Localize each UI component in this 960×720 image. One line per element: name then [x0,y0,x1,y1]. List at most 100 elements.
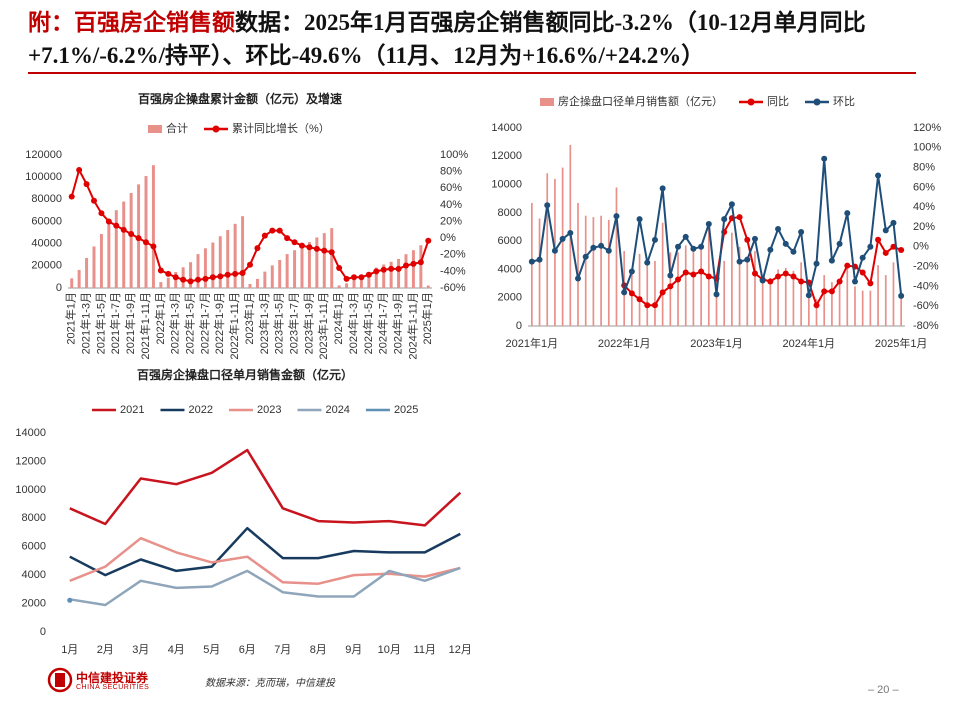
chart-title: 百强房企操盘口径单月销售金额（亿元） [137,367,353,382]
line-marker [336,265,343,272]
bar [584,215,587,326]
bar [784,268,787,326]
y2-tick-label: -60% [913,300,939,312]
legend-label: 房企操盘口径单月销售额（亿元） [558,94,723,108]
line-marker [867,280,874,287]
bar [92,246,96,288]
line-marker [759,277,766,284]
line-marker [165,270,172,277]
x-tick-label: 2024年1月 [331,292,345,345]
y2-tick-label: 100% [913,142,941,154]
line-marker [767,246,774,253]
x-tick-label: 2021年1-9月 [123,292,137,354]
y-tick-label: 8000 [22,512,46,524]
bar [838,280,841,326]
y2-tick-label: 20% [913,221,935,233]
bar [337,285,341,288]
line-marker [358,274,365,281]
bar [166,277,170,288]
bar [211,242,215,288]
line-marker [898,292,905,299]
y2-tick-label: 100% [440,149,468,161]
x-tick-label: 2022年1-7月 [197,292,211,354]
logo-core [55,673,65,687]
x-tick-label: 5月 [203,644,220,656]
y2-tick-label: 40% [440,199,462,211]
line-marker [628,290,635,297]
line-marker [690,271,697,278]
bar [577,202,579,326]
bar [241,216,245,288]
legend-label: 2024 [325,404,349,416]
line-marker [844,210,851,217]
line-marker [659,185,666,192]
line-marker [667,272,674,279]
line [69,526,461,577]
x-tick-label: 2021年1-11月 [138,292,152,360]
x-tick-label: 2024年1-7月 [376,292,390,354]
y-tick-label: 20000 [31,260,62,272]
legend-marker [813,98,821,106]
line-marker [628,268,635,275]
line-marker [284,235,291,242]
bar [638,253,641,326]
y-tick-label: 6000 [22,541,46,553]
line-marker [224,271,231,278]
line-marker [328,249,335,256]
x-tick-label: 2021年1-7月 [108,292,122,354]
line-marker [728,201,735,208]
x-tick-label: 2024年1-5月 [361,292,375,354]
line-marker [713,291,720,298]
bar [315,237,319,288]
x-tick-label: 2月 [97,644,114,656]
x-tick-label: 2023年1-11月 [316,292,330,360]
line-marker [232,270,239,277]
line-marker [313,245,320,252]
line-marker [744,236,751,243]
y2-tick-label: -40% [440,265,466,277]
line-marker [636,216,643,223]
line-marker [751,235,758,242]
line-marker [187,278,194,285]
bar [114,210,118,288]
x-tick-label: 6月 [239,644,256,656]
line-marker [721,216,728,223]
x-tick-label: 4月 [168,644,185,656]
y-tick-label: 2000 [498,292,522,304]
y-tick-label: 60000 [31,215,62,227]
y-tick-label: 120000 [25,149,62,161]
bar [884,275,887,326]
line-marker [651,236,658,243]
line-marker [306,244,313,251]
line-marker [135,235,142,242]
bar [592,217,595,326]
line-marker [682,233,689,240]
line-marker [403,262,409,269]
x-tick-label: 2022年1-9月 [212,292,226,354]
bar [293,250,297,288]
line-marker [690,245,697,252]
bar [300,246,304,288]
bar [330,228,334,288]
line-marker [698,243,705,250]
bar [203,248,207,288]
legend-label: 累计同比增长（%） [232,121,330,135]
line-marker [261,232,268,239]
line-marker [83,181,90,188]
line-marker [805,292,812,299]
line-marker [105,218,112,225]
y2-tick-label: 60% [913,181,935,193]
line-marker [813,260,820,267]
line-marker [751,270,758,277]
bar [189,262,193,288]
line-marker [775,225,782,232]
bar [800,262,802,326]
line-marker [651,302,658,309]
title-rule [28,72,916,74]
line-marker [299,242,305,249]
y-tick-label: 6000 [498,235,522,247]
y2-tick-label: 60% [440,182,462,194]
line-point [67,597,73,603]
bar [792,270,795,326]
